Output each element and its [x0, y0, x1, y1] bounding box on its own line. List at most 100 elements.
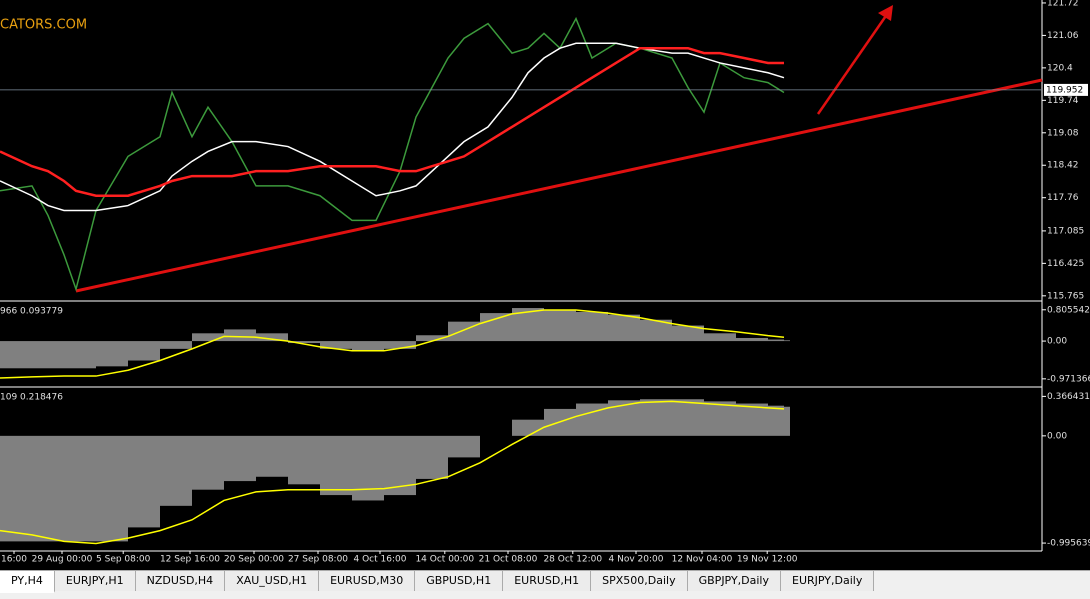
- y-tick-label: 120.4: [1047, 63, 1073, 73]
- histogram-bar: [32, 341, 64, 369]
- histogram-bar: [64, 435, 96, 542]
- chart-tab[interactable]: PY,H4: [0, 571, 55, 593]
- y-tick-label: 116.425: [1047, 259, 1084, 269]
- histogram-bar: [416, 335, 448, 342]
- y-tick-label: 121.72: [1047, 0, 1079, 8]
- chart-tab[interactable]: GBPJPY,Daily: [687, 571, 781, 591]
- chart-tab[interactable]: EURUSD,H1: [503, 571, 592, 591]
- y-tick-label: 0.366431: [1047, 392, 1090, 402]
- x-tick-label: 27 Sep 08:00: [288, 555, 348, 565]
- chart-tab[interactable]: XAU_USD,H1: [225, 571, 320, 591]
- x-tick-label: 21 Oct 08:00: [479, 555, 538, 565]
- histogram-bar: [704, 401, 736, 436]
- chart-tab[interactable]: EURJPY,H1: [54, 571, 136, 591]
- histogram-bar: [608, 314, 640, 342]
- y-tick-label: 0.00: [1047, 431, 1067, 441]
- tab-bar: PY,H4 EURJPY,H1 NZDUSD,H4 XAU_USD,H1 EURUSD,…: [0, 570, 1090, 599]
- y-tick-label: 121.06: [1047, 31, 1079, 41]
- histogram-bar: [768, 339, 784, 342]
- histogram-bar: [128, 435, 160, 528]
- histogram-bar: [672, 325, 704, 342]
- chart-tab[interactable]: EURUSD,M30: [319, 571, 416, 591]
- y-tick-label: 115.765: [1047, 291, 1084, 301]
- histogram-bar: [128, 341, 160, 361]
- histogram-bar: [640, 319, 672, 342]
- series-line: [0, 309, 785, 379]
- x-tick-label: 29 Aug 00:00: [32, 555, 93, 565]
- x-tick-label: 19 Nov 12:00: [737, 555, 798, 565]
- y-tick-label: 118.42: [1047, 161, 1079, 171]
- histogram-bar: [160, 341, 192, 349]
- indicator-label: 966 0.093779: [0, 307, 63, 317]
- x-tick-label: 4 Nov 20:00: [609, 555, 664, 565]
- series-line: [0, 16, 785, 292]
- histogram-bar: [784, 406, 790, 436]
- histogram-bar: [384, 341, 416, 349]
- histogram-bar: [224, 435, 256, 482]
- histogram-bar: [768, 405, 784, 436]
- histogram-bar: [320, 435, 352, 496]
- histogram-bar: [512, 419, 544, 436]
- histogram-bar: [96, 341, 128, 367]
- histogram-bar: [448, 435, 480, 458]
- histogram-bar: [288, 341, 320, 344]
- histogram-bar: [352, 435, 384, 501]
- y-tick-label: 0.805542: [1047, 305, 1090, 315]
- series-line: [0, 46, 784, 197]
- x-tick-label: 5 Sep 08:00: [96, 555, 151, 565]
- histogram-bar: [672, 399, 704, 436]
- histogram-bar: [544, 309, 576, 342]
- x-tick-label: 12 Nov 04:00: [672, 555, 733, 565]
- histogram-bar: [736, 403, 768, 436]
- chart-tab[interactable]: NZDUSD,H4: [135, 571, 226, 591]
- histogram-bar: [352, 341, 384, 351]
- indicator-label: 109 0.218476: [0, 393, 63, 403]
- x-tick-label: 20 Sep 00:00: [224, 555, 284, 565]
- x-tick-label: 12 Sep 16:00: [160, 555, 220, 565]
- histogram-bar: [704, 333, 736, 342]
- histogram-bar: [64, 341, 96, 369]
- histogram-bar: [640, 399, 672, 436]
- y-tick-label: 117.085: [1047, 226, 1084, 236]
- histogram-bar: [224, 329, 256, 342]
- histogram-bar: [32, 435, 64, 542]
- chart: CATORS.COM 121.72 121.06 120.4 119.74 119.08…: [0, 0, 1090, 565]
- histogram-bar: [192, 333, 224, 342]
- histogram-bar: [192, 435, 224, 490]
- y-tick-label: -0.995639: [1047, 539, 1090, 549]
- series-line: [0, 400, 785, 545]
- arrow: [816, 9, 892, 115]
- histogram-bar: [96, 435, 128, 542]
- histogram-bar: [288, 435, 320, 485]
- histogram-bar: [256, 333, 288, 342]
- histogram-bar: [320, 341, 352, 349]
- histogram-bar: [576, 311, 608, 342]
- x-tick-label: 4 Oct 16:00: [354, 555, 407, 565]
- histogram-bar: [0, 435, 32, 542]
- histogram-bar: [160, 435, 192, 506]
- chart-tab[interactable]: GBPUSD,H1: [415, 571, 504, 591]
- histogram-bar: [448, 321, 480, 342]
- arrow-head: [878, 5, 893, 21]
- x-tick-label: 16:00: [1, 555, 27, 565]
- histogram-bar: [0, 341, 32, 369]
- trendline: [75, 78, 1043, 293]
- current-price-box: [1044, 83, 1088, 96]
- chart-tab[interactable]: EURJPY,Daily: [781, 571, 875, 591]
- y-tick-label: 119.08: [1047, 128, 1079, 138]
- histogram-bar: [416, 435, 448, 479]
- y-tick-label: 0.00: [1047, 337, 1067, 347]
- y-tick-label: -0.971366: [1047, 374, 1090, 384]
- x-tick-label: 28 Oct 12:00: [543, 555, 602, 565]
- histogram-bar: [480, 313, 512, 342]
- x-tick-label: 14 Oct 00:00: [415, 555, 474, 565]
- histogram-bar: [736, 337, 768, 342]
- series-line: [0, 42, 785, 212]
- y-tick-label: 119.74: [1047, 96, 1079, 106]
- histogram-bar: [784, 340, 790, 342]
- current-price-label: 119.952: [1046, 85, 1083, 95]
- chart-tab[interactable]: SPX500,Daily: [591, 571, 688, 591]
- y-tick-label: 117.76: [1047, 193, 1079, 203]
- watermark: CATORS.COM: [0, 18, 87, 33]
